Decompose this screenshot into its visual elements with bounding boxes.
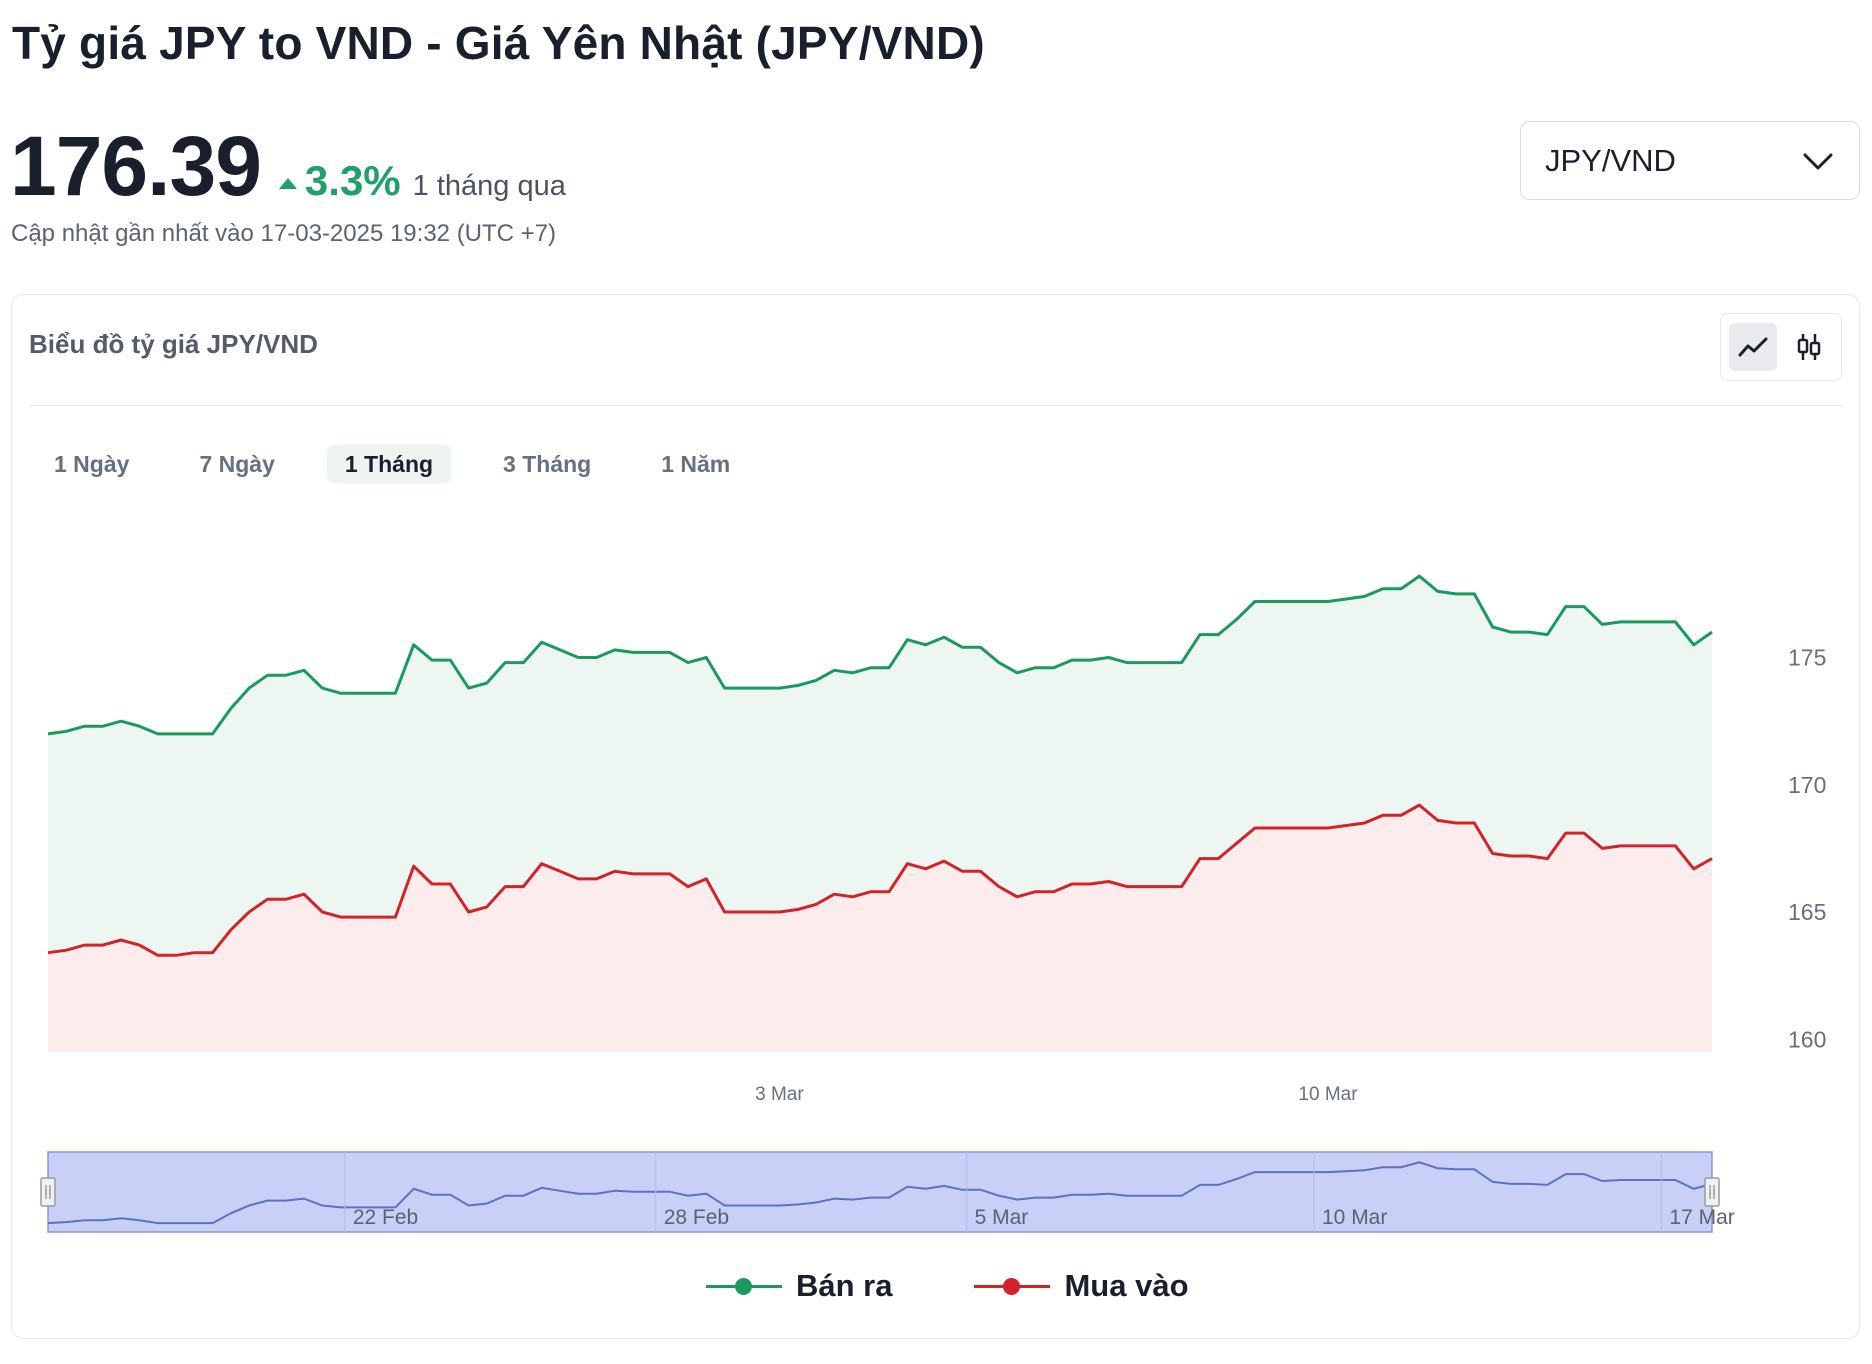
legend-sell[interactable]: Bán ra — [706, 1268, 892, 1304]
price-change: 3.3% 1 tháng qua — [278, 157, 566, 205]
range-1-month[interactable]: 1 Tháng — [326, 445, 452, 483]
navigator-handle-right[interactable] — [1704, 1177, 1720, 1207]
card-divider — [29, 405, 1843, 406]
line-chart-button[interactable] — [1729, 323, 1777, 371]
navigator-handle-left[interactable] — [40, 1177, 56, 1207]
navigator-series — [47, 1161, 1713, 1225]
navigator-tick-label: 10 Mar — [1322, 1206, 1387, 1229]
current-price: 176.39 — [10, 119, 262, 213]
price-summary: 176.39 3.3% 1 tháng qua — [10, 118, 566, 215]
range-1-year[interactable]: 1 Năm — [661, 450, 731, 477]
chart-legend: Bán ra Mua vào — [706, 1268, 1271, 1304]
legend-buy-marker — [974, 1276, 1051, 1296]
change-period: 1 tháng qua — [412, 170, 566, 202]
range-1-day[interactable]: 1 Ngày — [54, 450, 130, 477]
buy-area — [48, 805, 1712, 1052]
chart-type-toggle — [1720, 313, 1842, 381]
range-tabs: 1 Ngày 7 Ngày 1 Tháng 3 Tháng 1 Năm — [36, 445, 782, 483]
buy-line — [47, 803, 1713, 957]
candlestick-icon — [1797, 334, 1821, 360]
pair-select[interactable]: JPY/VND — [1520, 121, 1860, 200]
sell-area — [48, 576, 1712, 956]
y-tick-label: 170 — [1788, 772, 1826, 798]
legend-sell-label: Bán ra — [796, 1268, 893, 1303]
x-tick-label: 10 Mar — [1298, 1084, 1358, 1105]
navigator-tick-label: 17 Mar — [1669, 1206, 1734, 1229]
chart-title: Biểu đồ tỷ giá JPY/VND — [29, 329, 318, 359]
legend-sell-marker — [706, 1276, 782, 1296]
y-tick-label: 160 — [1788, 1026, 1826, 1052]
candlestick-button[interactable] — [1785, 323, 1833, 371]
page-title: Tỷ giá JPY to VND - Giá Yên Nhật (JPY/VN… — [12, 17, 985, 69]
up-arrow-icon — [278, 178, 297, 189]
range-3-months[interactable]: 3 Tháng — [503, 450, 592, 477]
change-percent: 3.3% — [304, 157, 401, 204]
range-7-days[interactable]: 7 Ngày — [199, 450, 275, 477]
navigator-tick-label: 28 Feb — [664, 1206, 729, 1229]
legend-buy[interactable]: Mua vào — [974, 1268, 1189, 1304]
sell-line — [47, 574, 1713, 736]
navigator-window — [47, 1151, 1713, 1233]
last-updated: Cập nhật gần nhất vào 17-03-2025 19:32 (… — [11, 220, 557, 247]
pair-select-value: JPY/VND — [1545, 142, 1676, 178]
line-chart-icon — [1738, 337, 1768, 357]
legend-buy-label: Mua vào — [1064, 1268, 1189, 1303]
navigator-tick-label: 5 Mar — [975, 1206, 1029, 1229]
navigator-tick-label: 22 Feb — [353, 1206, 418, 1229]
chevron-down-icon — [1803, 153, 1833, 170]
y-tick-label: 165 — [1788, 899, 1826, 925]
x-tick-label: 3 Mar — [755, 1084, 804, 1105]
y-tick-label: 175 — [1788, 645, 1826, 671]
